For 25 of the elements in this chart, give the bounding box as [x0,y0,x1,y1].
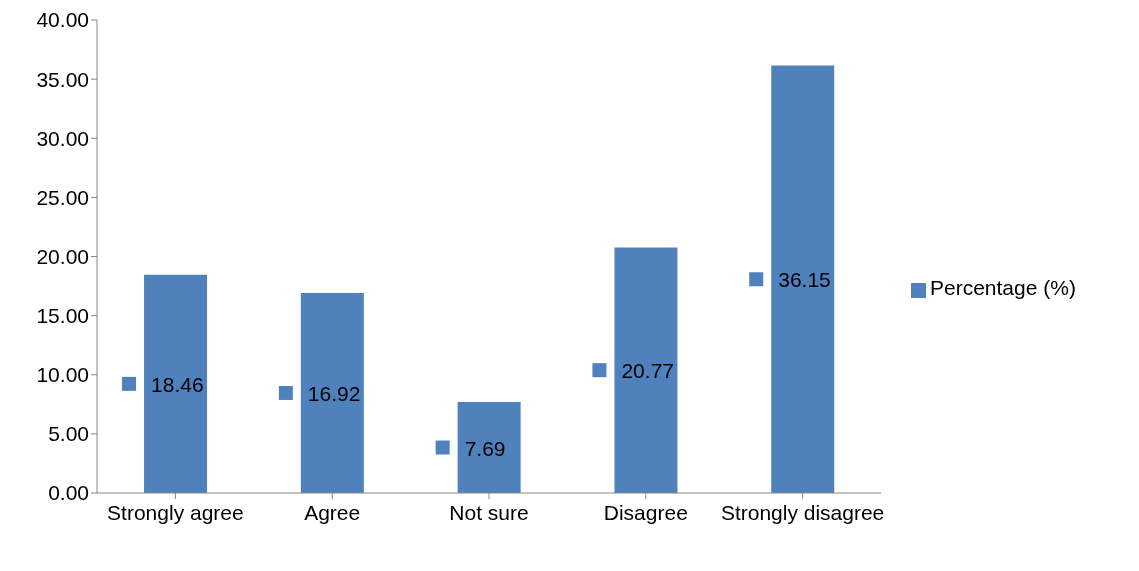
y-tick-label: 0.00 [48,481,89,505]
x-tick-label: Not sure [449,500,529,524]
y-tick-label: 40.00 [36,8,89,32]
data-label: 18.46 [151,372,204,396]
y-tick-label: 10.00 [36,363,89,387]
y-tick-label: 35.00 [36,67,89,91]
x-tick-label: Agree [304,500,361,524]
y-tick-label: 30.00 [36,126,89,150]
x-tick-label: Strongly disagree [720,500,885,524]
x-tick-label: Disagree [603,500,688,524]
bar [144,274,208,493]
y-tick-label: 15.00 [36,304,89,328]
x-tick-label: Strongly agree [107,500,244,524]
y-tick-label: 5.00 [48,422,89,446]
y-tick-label: 25.00 [36,185,89,209]
bar [614,247,678,493]
y-tick-label: 20.00 [36,244,89,268]
data-label: 20.77 [621,359,674,383]
data-label: 7.69 [464,436,506,460]
data-label: 36.15 [778,268,831,292]
legend-label: Percentage (%) [930,276,1076,299]
bar [457,402,521,493]
bar [771,65,835,493]
bar [300,292,364,493]
data-label: 16.92 [307,381,361,405]
